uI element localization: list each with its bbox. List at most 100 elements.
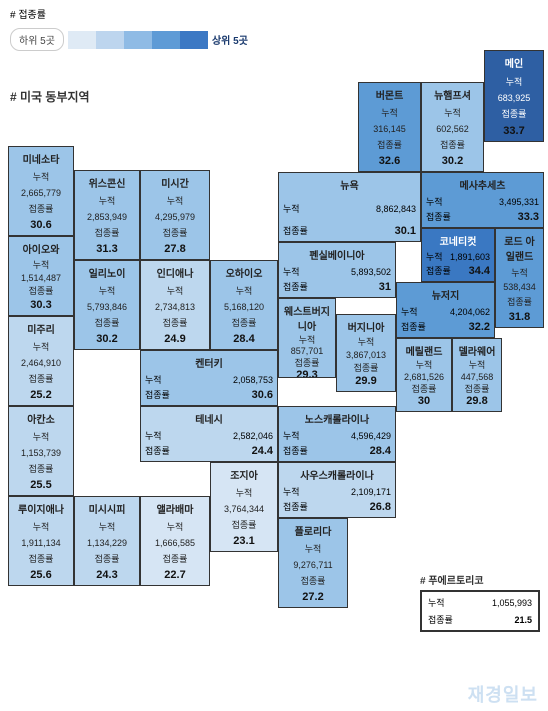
subtitle: # 미국 동부지역 xyxy=(10,88,90,105)
state-name: 코네티컷 xyxy=(426,233,490,248)
state-name: 웨스트버지니아 xyxy=(283,303,331,333)
cum-value: 4,295,979 xyxy=(145,212,205,222)
state-cum-row: 누적2,058,753 xyxy=(145,373,273,386)
rate-value: 22.7 xyxy=(145,569,205,581)
state-rate-row: 접종률31 xyxy=(283,280,391,293)
rate-value: 29.8 xyxy=(457,395,497,407)
pr-rate-label: 접종률 xyxy=(428,613,453,626)
rate-label: 접종률 xyxy=(363,138,416,151)
state-name: 미네소타 xyxy=(13,151,69,166)
cum-value: 2,109,171 xyxy=(351,487,391,497)
rate-label: 접종률 xyxy=(79,316,135,329)
rate-value: 24.4 xyxy=(252,445,273,457)
state-name: 플로리다 xyxy=(283,523,343,538)
state-massachusetts: 메사추세츠누적3,495,331 접종률33.3 xyxy=(421,172,544,228)
cum-value: 2,665,779 xyxy=(13,188,69,198)
rate-value: 33.7 xyxy=(489,125,539,137)
rate-value: 33.3 xyxy=(518,211,539,223)
rate-label: 접종률 xyxy=(13,372,69,385)
state-tennessee: 테네시누적2,582,046접종률24.4 xyxy=(140,406,278,462)
grad-4 xyxy=(152,31,180,49)
cum-label: 누적 xyxy=(283,202,300,215)
state-northcarolina: 노스캐롤라이나누적4,596,429접종률28.4 xyxy=(278,406,396,462)
state-indiana: 인디애나누적2,734,813접종률24.9 xyxy=(140,260,210,350)
state-cum-row: 누적5,893,502 xyxy=(283,265,391,278)
cum-label: 누적 xyxy=(283,429,300,442)
cum-value: 3,764,344 xyxy=(215,504,273,514)
state-louisiana: 루이지애나누적1,911,134접종률25.6 xyxy=(8,496,74,586)
cum-value: 5,793,846 xyxy=(79,302,135,312)
rate-label: 접종률 xyxy=(283,224,308,237)
rate-label: 접종률 xyxy=(283,500,308,513)
rate-value: 31.3 xyxy=(79,243,135,255)
rate-label: 접종률 xyxy=(426,264,451,277)
state-name: 델라웨어 xyxy=(457,343,497,358)
legend-gradient xyxy=(68,31,208,49)
state-cum-row: 누적3,495,331 xyxy=(426,195,539,208)
cum-value: 2,582,046 xyxy=(233,431,273,441)
state-florida: 플로리다누적9,276,711접종률27.2 xyxy=(278,518,348,608)
cum-value: 1,153,739 xyxy=(13,448,69,458)
state-newhampshire: 뉴햄프셔누적602,562접종률30.2 xyxy=(421,82,484,172)
state-name: 메릴랜드 xyxy=(401,343,447,358)
cum-value: 538,434 xyxy=(500,282,539,292)
rate-value: 27.2 xyxy=(283,591,343,603)
state-cum-row: 누적2,109,171 xyxy=(283,485,391,498)
cum-label: 누적 xyxy=(13,170,69,183)
state-michigan: 미시간누적4,295,979접종률27.8 xyxy=(140,170,210,260)
state-virginia: 버지니아누적3,867,013접종률29.9 xyxy=(336,314,396,392)
grad-5 xyxy=(180,31,208,49)
state-name: 펜실베이니아 xyxy=(283,247,391,262)
rate-label: 접종률 xyxy=(13,202,69,215)
cum-label: 누적 xyxy=(426,250,443,263)
cum-label: 누적 xyxy=(145,194,205,207)
state-illinois: 일리노이누적5,793,846접종률30.2 xyxy=(74,260,140,350)
pr-rate-row: 접종률 21.5 xyxy=(428,613,532,626)
rate-value: 25.5 xyxy=(13,479,69,491)
cum-value: 602,562 xyxy=(426,124,479,134)
puerto-rico-title: # 푸에르토리코 xyxy=(420,572,484,587)
cum-label: 누적 xyxy=(145,520,205,533)
section-title: # 접종률 xyxy=(10,6,46,21)
rate-label: 접종률 xyxy=(145,388,170,401)
cum-value: 857,701 xyxy=(283,346,331,356)
state-name: 켄터키 xyxy=(145,355,273,370)
grad-2 xyxy=(96,31,124,49)
rate-label: 접종률 xyxy=(426,138,479,151)
cum-label: 누적 xyxy=(13,258,69,271)
state-rate-row: 접종률34.4 xyxy=(426,264,490,277)
pr-cum-label: 누적 xyxy=(428,596,445,609)
state-rate-row: 접종률30.6 xyxy=(145,388,273,401)
cum-label: 누적 xyxy=(283,542,343,555)
state-name: 테네시 xyxy=(145,411,273,426)
cum-label: 누적 xyxy=(79,194,135,207)
rate-value: 30.1 xyxy=(395,225,416,237)
cum-value: 447,568 xyxy=(457,372,497,382)
state-mississippi: 미시시피누적1,134,229접종률24.3 xyxy=(74,496,140,586)
state-name: 앨라배마 xyxy=(145,501,205,516)
state-rate-row: 접종률33.3 xyxy=(426,210,539,223)
cum-value: 2,058,753 xyxy=(233,375,273,385)
rate-value: 30.2 xyxy=(79,333,135,345)
rate-value: 24.9 xyxy=(145,333,205,345)
rate-value: 30.3 xyxy=(13,299,69,311)
state-cum-row: 누적4,204,062 xyxy=(401,305,490,318)
rate-value: 29.3 xyxy=(283,369,331,378)
cum-label: 누적 xyxy=(457,358,497,371)
rate-label: 접종률 xyxy=(283,280,308,293)
rate-label: 접종률 xyxy=(341,361,391,374)
cum-value: 1,911,134 xyxy=(13,538,69,548)
rate-value: 30.6 xyxy=(13,219,69,231)
state-rate-row: 접종률32.2 xyxy=(401,320,490,333)
watermark: 재경일보 xyxy=(468,681,538,707)
state-name: 메사추세츠 xyxy=(426,177,539,192)
state-name: 뉴저지 xyxy=(401,287,490,302)
cum-value: 5,893,502 xyxy=(351,267,391,277)
state-name: 미시간 xyxy=(145,175,205,190)
cum-value: 2,734,813 xyxy=(145,302,205,312)
cum-label: 누적 xyxy=(341,335,391,348)
state-maryland: 메릴랜드누적2,681,526접종률30 xyxy=(396,338,452,412)
cum-value: 1,514,487 xyxy=(13,273,69,283)
state-cum-row: 누적1,891,603 xyxy=(426,250,490,263)
rate-label: 접종률 xyxy=(79,552,135,565)
